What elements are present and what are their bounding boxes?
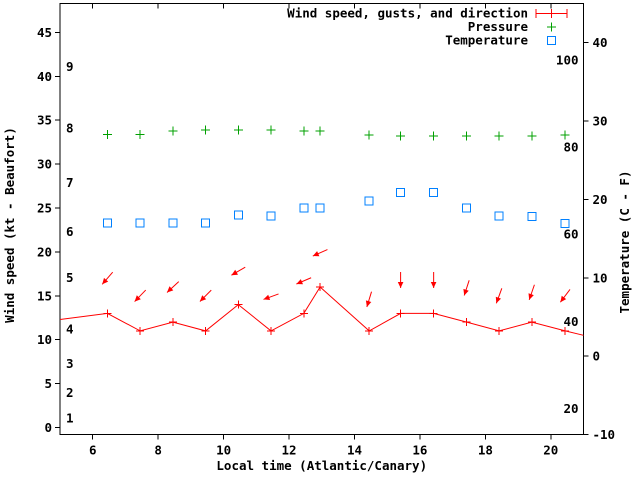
y-left-tick-label: 0 xyxy=(44,420,52,435)
beaufort-scale-label: 5 xyxy=(66,270,74,285)
x-axis: 6 8 10 12 14 16 18 20 Local time (Atlantic/Canar… xyxy=(89,3,558,473)
wind-direction-arrow xyxy=(559,289,571,303)
x-tick-label: 10 xyxy=(216,443,231,458)
legend-label: Pressure xyxy=(468,19,529,34)
y-left-tick-label: 45 xyxy=(37,25,52,40)
wind-direction-arrow xyxy=(166,281,180,293)
x-tick-label: 14 xyxy=(347,443,362,458)
legend-item: Wind speed, gusts, and direction xyxy=(287,6,568,21)
beaufort-scale-label: 9 xyxy=(66,59,74,74)
wind-direction-arrow xyxy=(365,291,373,308)
y-right-axis-title: Temperature (C - F) xyxy=(617,171,632,314)
beaufort-scale-label: 1 xyxy=(66,410,74,425)
y-left-tick-label: 5 xyxy=(44,376,52,391)
legend-label: Temperature xyxy=(445,33,528,48)
x-tick-label: 8 xyxy=(154,443,162,458)
legend: Wind speed, gusts, and directionPressure… xyxy=(287,6,568,48)
pressure-series xyxy=(102,125,570,141)
y-left-tick-label: 15 xyxy=(37,288,52,303)
y-left-tick-label: 40 xyxy=(37,69,52,84)
fahrenheit-scale-label: 40 xyxy=(563,314,578,329)
wind-direction-arrow xyxy=(312,249,328,257)
y-right-tick-label: 30 xyxy=(593,114,608,129)
wind-direction-arrow xyxy=(463,280,470,296)
x-tick-label: 18 xyxy=(478,443,493,458)
x-axis-title: Local time (Atlantic/Canary) xyxy=(216,458,427,473)
temperature-series xyxy=(102,187,570,229)
beaufort-scale-label: 4 xyxy=(66,322,74,337)
y-right-tick-label: 20 xyxy=(593,192,608,207)
wind-direction-arrow xyxy=(397,272,404,289)
y-left-tick-label: 20 xyxy=(37,244,52,259)
beaufort-scale-label: 8 xyxy=(66,121,74,136)
fahrenheit-scale-label: 80 xyxy=(563,140,578,155)
x-tick-label: 6 xyxy=(89,443,97,458)
y-axis-right: -10 0 10 20 30 40 20 40 60 80 100 Temperature (C - … xyxy=(556,35,632,442)
plot-border xyxy=(59,3,584,435)
wind-direction-arrow xyxy=(430,272,437,289)
y-left-tick-label: 30 xyxy=(37,157,52,172)
wind-direction-arrows xyxy=(101,249,571,308)
wind-series xyxy=(59,283,584,336)
wind-direction-arrow xyxy=(528,284,535,301)
y-left-axis-title: Wind speed (kt - Beaufort) xyxy=(2,127,17,323)
x-tick-label: 12 xyxy=(282,443,297,458)
x-tick-label: 16 xyxy=(412,443,427,458)
fahrenheit-scale-label: 20 xyxy=(563,401,578,416)
fahrenheit-scale-label: 100 xyxy=(556,53,579,68)
y-right-tick-label: 40 xyxy=(593,35,608,50)
wind-direction-arrow xyxy=(199,289,212,302)
y-right-tick-label: -10 xyxy=(593,427,616,442)
beaufort-scale-label: 6 xyxy=(66,224,74,239)
legend-label: Wind speed, gusts, and direction xyxy=(287,6,528,21)
wind-direction-arrow xyxy=(134,289,147,302)
wind-direction-arrow xyxy=(296,277,312,285)
y-left-tick-label: 25 xyxy=(37,201,52,216)
beaufort-scale-label: 2 xyxy=(66,385,74,400)
x-tick-label: 20 xyxy=(543,443,558,458)
wind-direction-arrow xyxy=(263,293,279,300)
y-right-tick-label: 10 xyxy=(593,270,608,285)
wind-direction-arrow xyxy=(495,288,503,304)
y-left-tick-label: 35 xyxy=(37,113,52,128)
beaufort-scale-label: 7 xyxy=(66,175,74,190)
wind-direction-arrow xyxy=(231,266,246,276)
y-left-tick-label: 10 xyxy=(37,332,52,347)
beaufort-scale-label: 3 xyxy=(66,356,74,371)
fahrenheit-scale-label: 60 xyxy=(563,227,578,242)
y-right-tick-label: 0 xyxy=(593,349,601,364)
legend-item: Temperature xyxy=(445,33,556,48)
legend-item: Pressure xyxy=(468,19,556,34)
wind-direction-arrow xyxy=(101,271,114,285)
